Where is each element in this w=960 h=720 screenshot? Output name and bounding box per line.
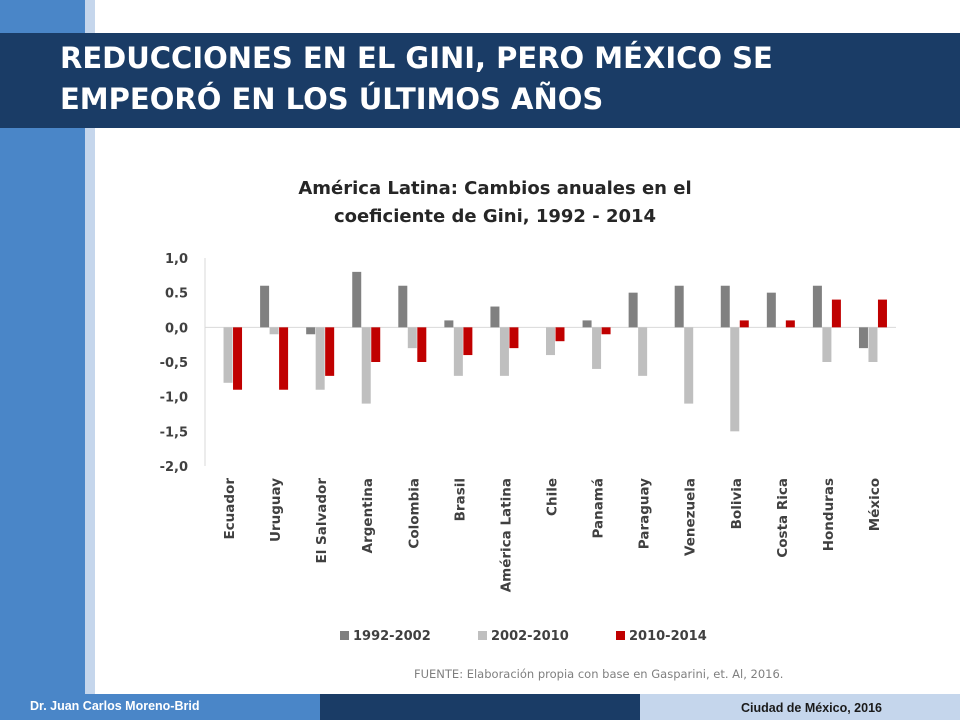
- category-label: Venezuela: [683, 478, 699, 556]
- bar: [260, 285, 270, 328]
- footer-left-block: [0, 694, 320, 720]
- y-tick-label: 0.5: [165, 287, 188, 302]
- bar: [453, 327, 463, 376]
- bar: [233, 327, 243, 390]
- bar: [499, 327, 509, 376]
- category-label: Paraguay: [637, 478, 653, 549]
- bar: [638, 327, 648, 376]
- category-label: Costa Rica: [775, 478, 791, 558]
- footer-right-block: [640, 694, 960, 720]
- legend-label: 1992-2002: [353, 629, 431, 644]
- bar: [730, 327, 740, 432]
- bar: [831, 299, 841, 328]
- bar: [720, 285, 730, 328]
- bar: [306, 327, 316, 335]
- bar: [628, 292, 638, 328]
- bar: [858, 327, 868, 349]
- bar: [601, 327, 611, 335]
- bar: [877, 299, 887, 328]
- category-label: México: [867, 478, 883, 531]
- chart-title-line: coeficiente de Gini, 1992 - 2014: [334, 206, 656, 227]
- bar: [444, 320, 454, 328]
- y-tick-label: -1,5: [160, 425, 188, 440]
- bar: [269, 327, 279, 335]
- legend-swatch: [616, 631, 625, 640]
- category-label: Brasil: [452, 478, 468, 521]
- category-label: América Latina: [498, 478, 514, 592]
- bar: [592, 327, 602, 369]
- chart-title-line: América Latina: Cambios anuales en el: [298, 178, 691, 199]
- bar: [509, 327, 519, 349]
- bar: [812, 285, 822, 328]
- bar: [555, 327, 565, 342]
- bar: [546, 327, 555, 356]
- bar: [868, 327, 878, 362]
- category-label: Panamá: [591, 478, 607, 539]
- bar: [398, 285, 408, 328]
- category-label: Argentina: [360, 478, 376, 553]
- category-label: El Salvador: [314, 478, 330, 564]
- slide-title: REDUCCIONES EN EL GINI, PERO MÉXICO SE E…: [60, 41, 773, 116]
- bar: [407, 327, 417, 349]
- legend-label: 2010-2014: [629, 629, 707, 644]
- bar: [785, 320, 795, 328]
- bar: [739, 320, 749, 328]
- y-tick-label: -0,5: [160, 356, 188, 371]
- bar: [223, 327, 233, 383]
- category-label: Ecuador: [222, 478, 238, 540]
- bar: [463, 327, 473, 356]
- y-tick-label: 1,0: [165, 252, 188, 267]
- category-label: Chile: [545, 478, 561, 516]
- category-label: Honduras: [821, 478, 837, 551]
- left-accent-stripe: [85, 0, 95, 720]
- bar: [279, 327, 289, 390]
- bar: [361, 327, 371, 404]
- bar: [582, 320, 592, 328]
- bar: [352, 271, 362, 328]
- bar: [674, 285, 684, 328]
- source-note: FUENTE: Elaboración propia con base en G…: [414, 667, 784, 681]
- legend-swatch: [478, 631, 487, 640]
- bar: [315, 327, 325, 390]
- title-band: [0, 33, 960, 128]
- bar: [766, 292, 776, 328]
- bar: [822, 327, 832, 362]
- y-tick-label: -1,0: [160, 391, 188, 406]
- category-label: Bolivia: [729, 478, 745, 529]
- legend-label: 2002-2010: [491, 629, 569, 644]
- y-tick-label: 0,0: [165, 321, 188, 336]
- legend-swatch: [340, 631, 349, 640]
- bar: [325, 327, 335, 376]
- bar: [417, 327, 427, 362]
- bar: [490, 306, 500, 328]
- bar: [684, 327, 694, 404]
- footer-place: Ciudad de México, 2016: [740, 701, 882, 715]
- category-label: Colombia: [406, 478, 422, 549]
- bar: [371, 327, 381, 362]
- category-label: Uruguay: [268, 478, 284, 542]
- footer-author: Dr. Juan Carlos Moreno-Brid: [30, 699, 200, 713]
- y-tick-label: -2,0: [160, 460, 188, 475]
